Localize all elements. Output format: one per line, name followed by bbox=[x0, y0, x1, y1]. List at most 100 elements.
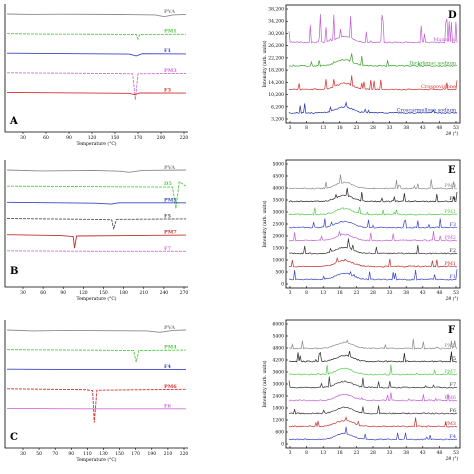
series-line-pva bbox=[6, 13, 187, 18]
y-tick-label: 10,200 bbox=[268, 92, 284, 98]
x-tick-label: 33 bbox=[387, 125, 393, 131]
x-tick-label: 13 bbox=[320, 125, 326, 131]
y-tick-label: 26,200 bbox=[268, 43, 284, 49]
series-line-pm6 bbox=[6, 388, 187, 423]
x-tick-label: 240 bbox=[160, 290, 169, 296]
series-label: F7 bbox=[164, 246, 172, 252]
x-tick-label: 38 bbox=[403, 290, 409, 296]
x-tick-label: 13 bbox=[320, 450, 326, 456]
diffractogram-pm3 bbox=[288, 416, 458, 428]
axis-frame bbox=[4, 4, 188, 133]
series-label: PM3 bbox=[444, 183, 456, 189]
diffractogram-f1 bbox=[288, 269, 458, 281]
x-tick-label: 90 bbox=[68, 451, 74, 457]
series-label: PM4 bbox=[164, 345, 177, 351]
x-tick-label: 23 bbox=[354, 290, 360, 296]
y-axis-label: Intensity (arb. units) bbox=[261, 360, 268, 407]
axis-frame bbox=[4, 320, 188, 449]
series-label: PM3 bbox=[164, 68, 177, 74]
x-tick-label: 150 bbox=[99, 290, 108, 296]
x-tick-label: 30 bbox=[20, 290, 26, 296]
panel-label: A bbox=[9, 116, 18, 127]
dsc-panel-B: 30 60 90 120 150 180 210 240 270 Temperature (°C)… bbox=[4, 160, 189, 302]
x-tick-label: 43 bbox=[420, 290, 426, 296]
series-label: F4 bbox=[449, 434, 456, 440]
y-tick-label: 6000 bbox=[273, 322, 285, 328]
y-tick-label: 38,200 bbox=[268, 7, 284, 13]
series-line-pva bbox=[6, 169, 187, 173]
diffractogram-pm2 bbox=[289, 230, 458, 242]
y-tick-label: 3000 bbox=[273, 210, 285, 216]
dsc-panel-C: 30 50 70 90 110 130 150 170 190 210 220 Temperature… bbox=[4, 320, 189, 463]
y-tick-label: 3000 bbox=[273, 382, 285, 388]
y-tick-label: 1000 bbox=[273, 258, 285, 264]
x-tick-label: 200 bbox=[157, 135, 166, 141]
series-label: F3 bbox=[164, 87, 172, 93]
diffractogram-f4 bbox=[288, 188, 458, 203]
series-label: Mannitol bbox=[433, 37, 456, 43]
x-tick-label: 18 bbox=[337, 290, 343, 296]
x-tick-label: 150 bbox=[115, 451, 124, 457]
x-tick-label: 53 bbox=[453, 125, 459, 131]
x-tick-label: 220 bbox=[180, 451, 189, 457]
x-tick-label: 53 bbox=[453, 290, 459, 296]
x-tick-label: 18 bbox=[337, 450, 343, 456]
plot-frame bbox=[285, 319, 461, 449]
series-label: F2 bbox=[449, 248, 456, 254]
x-tick-label: 8 bbox=[305, 450, 308, 456]
y-tick-label: 2400 bbox=[273, 394, 285, 400]
x-tick-label: 48 bbox=[437, 290, 443, 296]
x-axis-label: Temperature (°C) bbox=[76, 295, 116, 302]
x-axis-label: 2θ (°) bbox=[445, 130, 459, 137]
diffractogram-f7 bbox=[288, 376, 458, 389]
x-tick-label: 270 bbox=[180, 290, 189, 296]
x-tick-label: 120 bbox=[88, 135, 97, 141]
series-label: PM7 bbox=[164, 230, 177, 236]
y-tick-label: 3600 bbox=[273, 370, 285, 376]
x-tick-label: 53 bbox=[453, 450, 459, 456]
diffractogram-f2 bbox=[288, 238, 458, 255]
x-tick-label: 210 bbox=[164, 451, 173, 457]
panel-label: F bbox=[448, 325, 455, 336]
x-tick-label: 38 bbox=[403, 450, 409, 456]
x-tick-label: 170 bbox=[134, 135, 143, 141]
y-tick-label: 3500 bbox=[273, 198, 285, 204]
x-tick-label: 28 bbox=[370, 290, 376, 296]
series-label: F5 bbox=[164, 214, 172, 220]
y-tick-label: 1500 bbox=[273, 246, 285, 252]
diffractogram-f4 bbox=[288, 426, 458, 441]
series-line-pm1 bbox=[6, 33, 187, 41]
panel-label: D bbox=[448, 10, 457, 21]
diffractogram-pm1 bbox=[288, 206, 458, 216]
x-tick-label: 170 bbox=[131, 451, 140, 457]
x-tick-label: 30 bbox=[20, 451, 26, 457]
y-tick-label: 0 bbox=[281, 442, 284, 448]
x-tick-label: 3 bbox=[289, 125, 292, 131]
x-tick-label: 60 bbox=[40, 290, 46, 296]
x-tick-label: 8 bbox=[305, 290, 308, 296]
series-label: F6 bbox=[164, 403, 172, 409]
x-tick-label: 150 bbox=[111, 135, 120, 141]
series-line-f5 bbox=[6, 218, 187, 230]
diffractogram-pm5 bbox=[288, 338, 458, 350]
diffractogram-pm7 bbox=[288, 364, 458, 376]
y-tick-label: 4200 bbox=[273, 358, 285, 364]
series-label: F6 bbox=[449, 408, 456, 414]
panel-label: E bbox=[448, 165, 456, 176]
y-axis-label: Intensity (arb. units) bbox=[261, 40, 268, 87]
series-label: PVA bbox=[164, 325, 175, 331]
x-tick-label: 60 bbox=[43, 135, 49, 141]
x-axis-label: 2θ (°) bbox=[445, 295, 459, 302]
x-tick-label: 220 bbox=[180, 135, 189, 141]
axis-frame bbox=[4, 160, 188, 288]
diffractogram-diclofenac-sodium bbox=[289, 53, 458, 67]
x-tick-label: 13 bbox=[320, 290, 326, 296]
diffractogram-pm6 bbox=[288, 392, 458, 402]
x-tick-label: 190 bbox=[148, 451, 157, 457]
x-tick-label: 48 bbox=[437, 125, 443, 131]
series-line-pva bbox=[6, 329, 187, 333]
y-tick-label: 4800 bbox=[273, 346, 285, 352]
y-tick-label: 34,200 bbox=[268, 19, 284, 25]
series-label: F4 bbox=[164, 364, 172, 370]
